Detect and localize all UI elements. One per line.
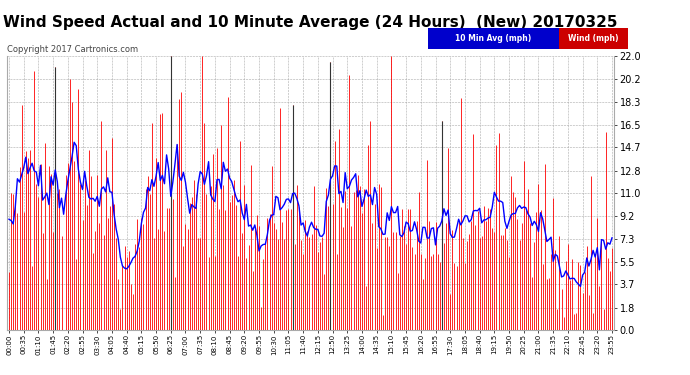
Text: Wind Speed Actual and 10 Minute Average (24 Hours)  (New) 20170325: Wind Speed Actual and 10 Minute Average …	[3, 15, 618, 30]
Text: 10 Min Avg (mph): 10 Min Avg (mph)	[455, 34, 531, 43]
Text: Wind (mph): Wind (mph)	[568, 34, 619, 43]
Text: Copyright 2017 Cartronics.com: Copyright 2017 Cartronics.com	[7, 45, 138, 54]
